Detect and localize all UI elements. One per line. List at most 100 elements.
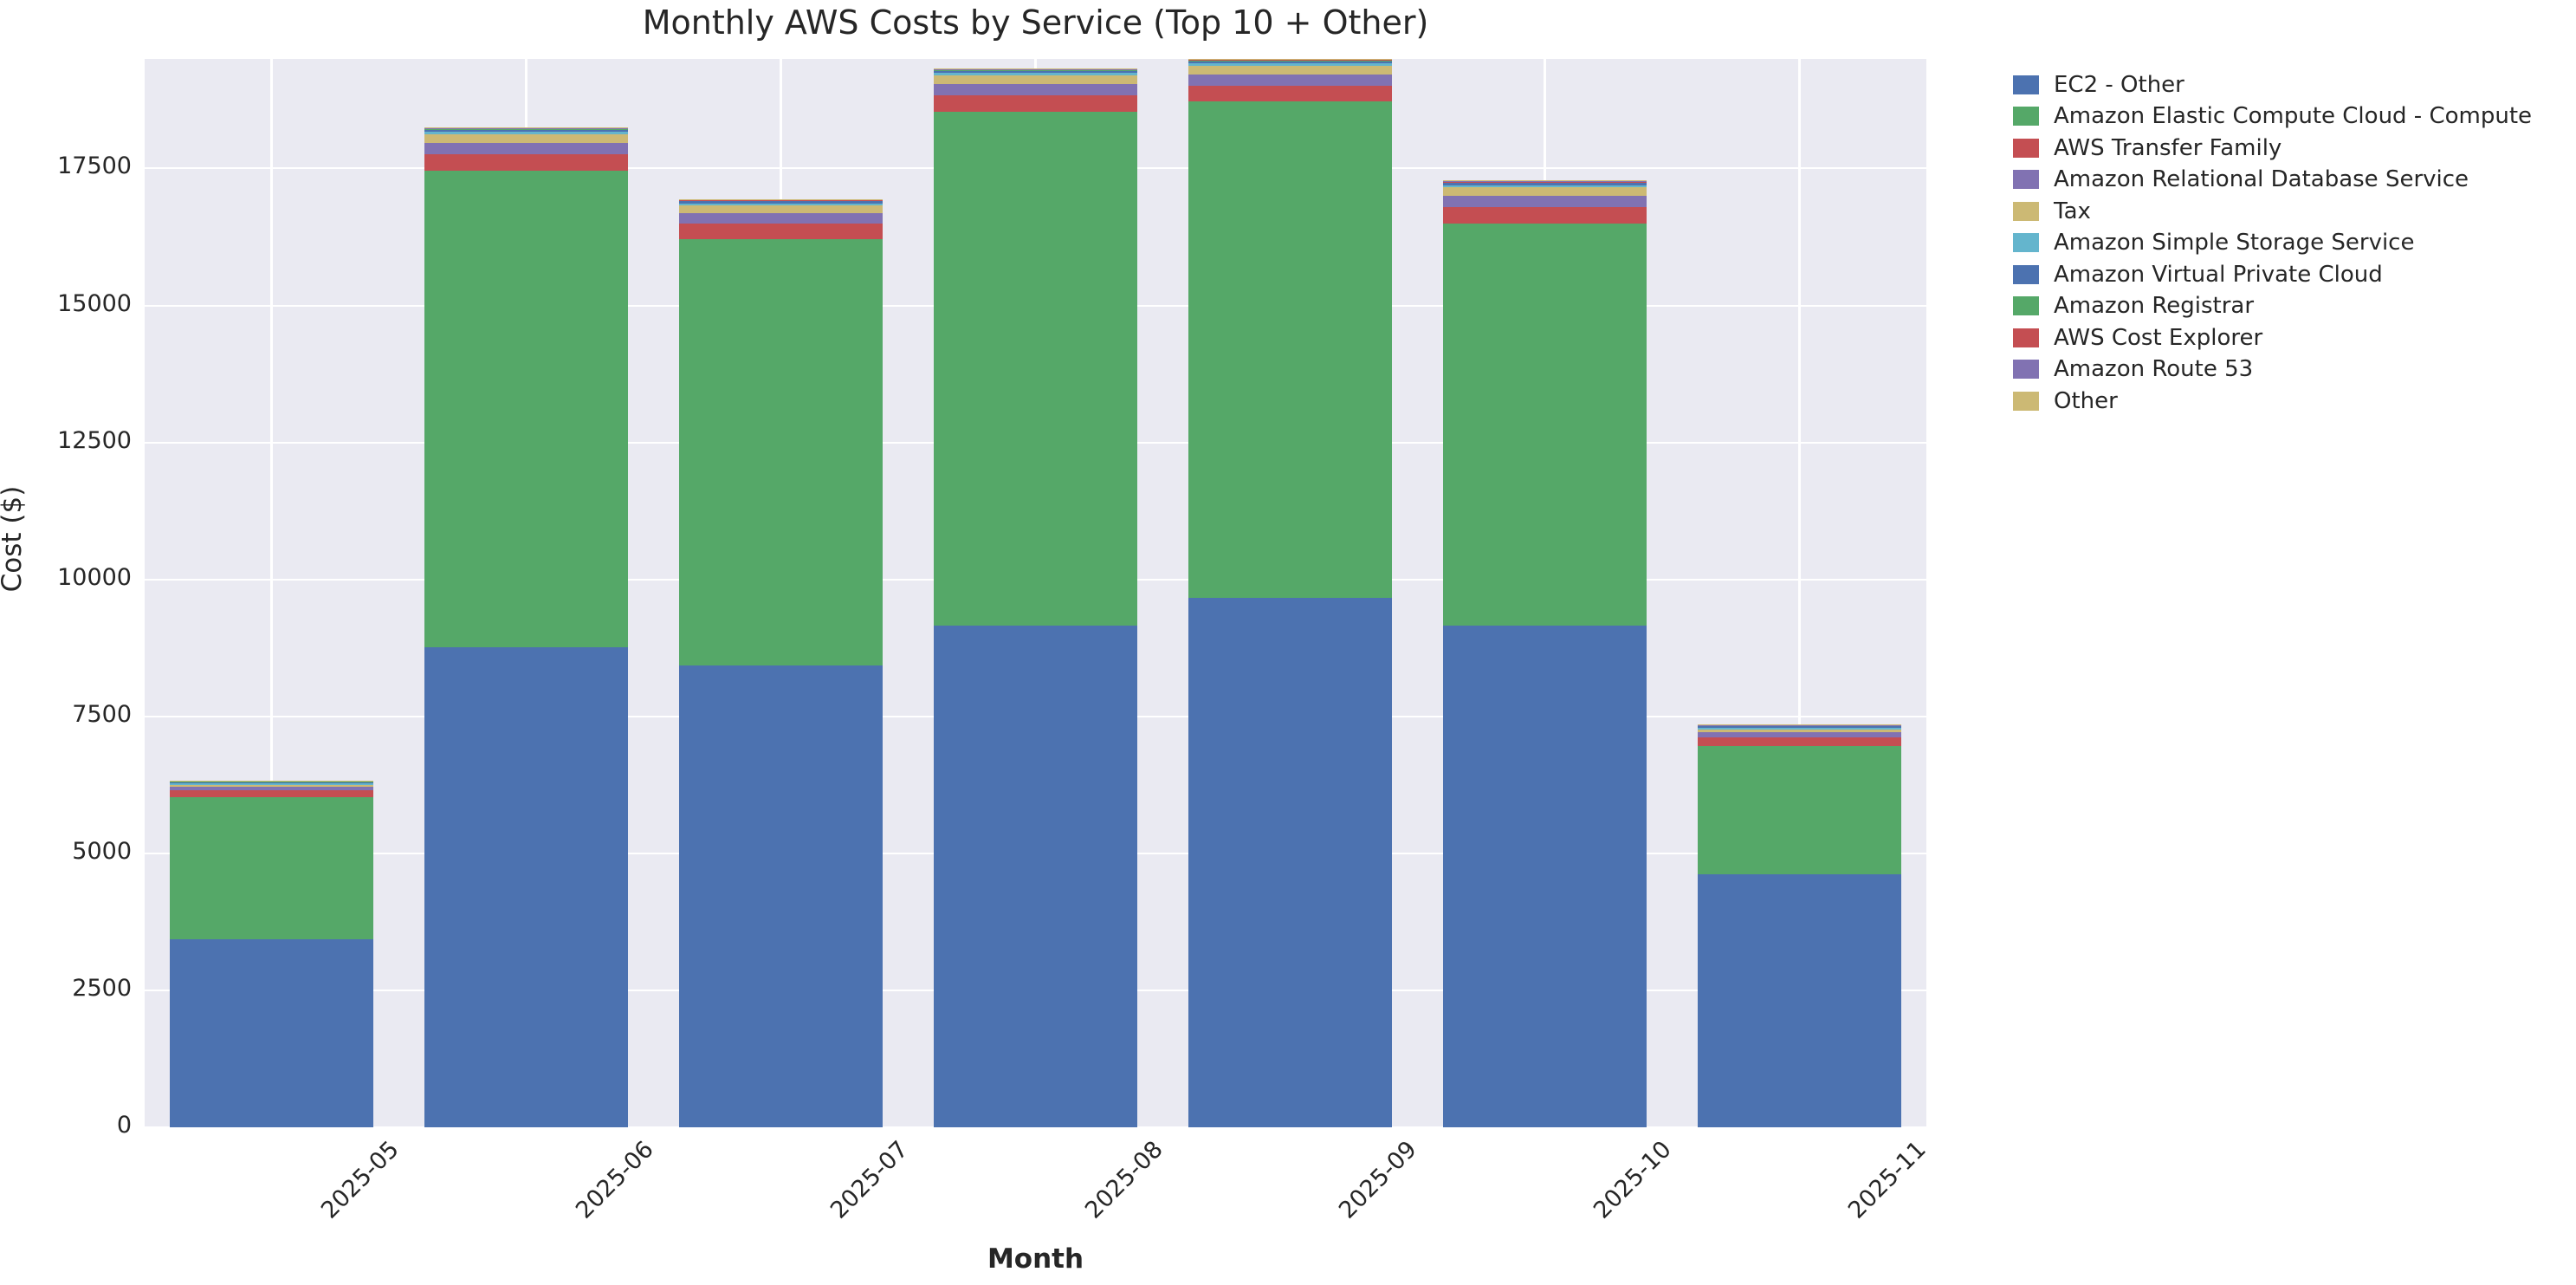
bar-segment[interactable] bbox=[1188, 60, 1392, 62]
bar-segment[interactable] bbox=[424, 154, 629, 171]
bar-segment[interactable] bbox=[933, 75, 1138, 85]
bar-segment[interactable] bbox=[1697, 725, 1901, 727]
bar-segment[interactable] bbox=[1697, 737, 1901, 746]
legend-item-2[interactable]: AWS Transfer Family bbox=[2013, 134, 2550, 161]
bar-segment[interactable] bbox=[933, 94, 1138, 112]
bar-segment[interactable] bbox=[1188, 86, 1392, 102]
bar-segment[interactable] bbox=[424, 647, 629, 1127]
bar-segment[interactable] bbox=[1442, 183, 1647, 185]
bar-2025-11[interactable] bbox=[1697, 724, 1901, 1127]
bar-segment[interactable] bbox=[1442, 182, 1647, 184]
bar-segment[interactable] bbox=[424, 127, 629, 128]
bar-segment[interactable] bbox=[1188, 101, 1392, 599]
bar-segment[interactable] bbox=[933, 73, 1138, 75]
bar-2025-07[interactable] bbox=[679, 198, 883, 1127]
y-tick-label: 10000 bbox=[57, 563, 132, 591]
bar-segment[interactable] bbox=[424, 143, 629, 155]
y-tick-label: 12500 bbox=[57, 426, 132, 454]
bar-segment[interactable] bbox=[1697, 731, 1901, 738]
bar-segment[interactable] bbox=[1442, 185, 1647, 187]
bar-segment[interactable] bbox=[424, 128, 629, 130]
legend-item-6[interactable]: Amazon Virtual Private Cloud bbox=[2013, 261, 2550, 288]
bar-segment[interactable] bbox=[933, 68, 1138, 70]
bar-segment[interactable] bbox=[1188, 59, 1392, 60]
bar-segment[interactable] bbox=[1442, 196, 1647, 207]
bar-segment[interactable] bbox=[933, 68, 1138, 69]
bar-segment[interactable] bbox=[170, 783, 374, 785]
bar-segment[interactable] bbox=[170, 789, 374, 797]
legend-label: Other bbox=[2054, 387, 2118, 414]
bar-segment[interactable] bbox=[1697, 873, 1901, 1127]
legend-label: Amazon Simple Storage Service bbox=[2054, 230, 2415, 256]
bar-segment[interactable] bbox=[1442, 180, 1647, 182]
legend-item-1[interactable]: Amazon Elastic Compute Cloud - Compute bbox=[2013, 103, 2550, 130]
x-axis-label: Month bbox=[987, 1243, 1084, 1275]
bar-segment[interactable] bbox=[1697, 724, 1901, 726]
bar-segment[interactable] bbox=[1188, 63, 1392, 66]
x-tick-label-2025-11: 2025-11 bbox=[1843, 1136, 1932, 1224]
bar-segment[interactable] bbox=[1442, 223, 1647, 626]
bar-segment[interactable] bbox=[1188, 60, 1392, 62]
bar-segment[interactable] bbox=[1442, 186, 1647, 197]
bar-segment[interactable] bbox=[679, 198, 883, 200]
bar-segment[interactable] bbox=[1442, 181, 1647, 183]
bar-2025-09[interactable] bbox=[1188, 59, 1392, 1127]
bar-segment[interactable] bbox=[170, 796, 374, 940]
bar-segment[interactable] bbox=[1697, 727, 1901, 730]
bar-segment[interactable] bbox=[933, 84, 1138, 95]
bar-segment[interactable] bbox=[170, 780, 374, 782]
bar-segment[interactable] bbox=[1188, 75, 1392, 86]
bar-segment[interactable] bbox=[679, 199, 883, 201]
legend-label: AWS Cost Explorer bbox=[2054, 324, 2263, 351]
bar-segment[interactable] bbox=[1697, 729, 1901, 732]
x-tick-label-2025-05: 2025-05 bbox=[315, 1136, 405, 1224]
legend-item-5[interactable]: Amazon Simple Storage Service bbox=[2013, 230, 2550, 256]
bar-segment[interactable] bbox=[1442, 625, 1647, 1127]
bar-segment[interactable] bbox=[424, 132, 629, 134]
bar-segment[interactable] bbox=[170, 784, 374, 787]
bar-2025-06[interactable] bbox=[424, 127, 629, 1127]
bar-segment[interactable] bbox=[424, 129, 629, 133]
legend-item-7[interactable]: Amazon Registrar bbox=[2013, 293, 2550, 320]
legend-item-4[interactable]: Tax bbox=[2013, 198, 2550, 224]
bar-segment[interactable] bbox=[933, 111, 1138, 626]
bar-segment[interactable] bbox=[933, 625, 1138, 1127]
legend-item-0[interactable]: EC2 - Other bbox=[2013, 71, 2550, 98]
bar-segment[interactable] bbox=[679, 200, 883, 202]
bar-segment[interactable] bbox=[1442, 180, 1647, 182]
bar-segment[interactable] bbox=[1188, 59, 1392, 61]
bar-segment[interactable] bbox=[1188, 61, 1392, 64]
bar-segment[interactable] bbox=[1188, 65, 1392, 75]
y-tick-label: 15000 bbox=[57, 289, 132, 317]
bar-segment[interactable] bbox=[1697, 726, 1901, 728]
bar-segment[interactable] bbox=[679, 665, 883, 1127]
bar-2025-05[interactable] bbox=[170, 780, 374, 1127]
bar-segment[interactable] bbox=[424, 128, 629, 130]
bar-2025-10[interactable] bbox=[1442, 180, 1647, 1127]
bar-segment[interactable] bbox=[679, 203, 883, 205]
bar-segment[interactable] bbox=[679, 204, 883, 214]
bar-segment[interactable] bbox=[1697, 745, 1901, 874]
bar-segment[interactable] bbox=[424, 127, 629, 129]
bar-segment[interactable] bbox=[679, 239, 883, 665]
bar-segment[interactable] bbox=[170, 786, 374, 790]
bar-segment[interactable] bbox=[1188, 598, 1392, 1127]
bar-segment[interactable] bbox=[170, 782, 374, 784]
bar-segment[interactable] bbox=[679, 201, 883, 204]
bar-segment[interactable] bbox=[933, 69, 1138, 71]
legend-item-9[interactable]: Amazon Route 53 bbox=[2013, 356, 2550, 383]
bar-segment[interactable] bbox=[679, 199, 883, 201]
x-tick-label-2025-06: 2025-06 bbox=[570, 1136, 659, 1224]
legend-item-8[interactable]: AWS Cost Explorer bbox=[2013, 324, 2550, 351]
legend-item-10[interactable]: Other bbox=[2013, 387, 2550, 414]
bar-segment[interactable] bbox=[424, 133, 629, 144]
bar-segment[interactable] bbox=[679, 223, 883, 240]
bar-2025-08[interactable] bbox=[933, 68, 1138, 1127]
bar-segment[interactable] bbox=[170, 939, 374, 1127]
bar-segment[interactable] bbox=[933, 69, 1138, 71]
bar-segment[interactable] bbox=[1442, 206, 1647, 224]
bar-segment[interactable] bbox=[933, 70, 1138, 74]
legend-item-3[interactable]: Amazon Relational Database Service bbox=[2013, 166, 2550, 193]
bar-segment[interactable] bbox=[679, 213, 883, 224]
bar-segment[interactable] bbox=[424, 171, 629, 648]
